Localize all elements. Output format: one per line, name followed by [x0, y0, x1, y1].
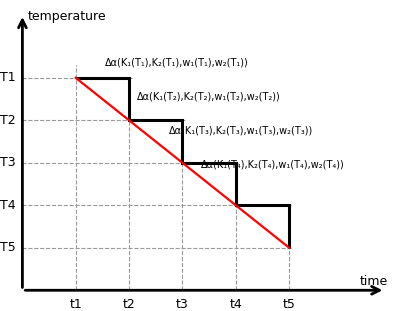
Text: Δα(K₁(T₂),K₂(T₂),w₁(T₂),w₂(T₂)): Δα(K₁(T₂),K₂(T₂),w₁(T₂),w₂(T₂)): [137, 91, 281, 101]
Text: T4: T4: [0, 199, 16, 212]
Text: T3: T3: [0, 156, 16, 169]
Text: T1: T1: [0, 71, 16, 84]
Text: t2: t2: [123, 298, 135, 311]
Text: Δα(K₁(T₄),K₂(T₄),w₁(T₄),w₂(T₄)): Δα(K₁(T₄),K₂(T₄),w₁(T₄),w₂(T₄)): [201, 159, 345, 169]
Text: t4: t4: [229, 298, 242, 311]
Text: temperature: temperature: [28, 10, 106, 23]
Text: t1: t1: [69, 298, 82, 311]
Text: time: time: [360, 275, 388, 288]
Text: Δα(K₁(T₁),K₂(T₁),w₁(T₁),w₂(T₁)): Δα(K₁(T₁),K₂(T₁),w₁(T₁),w₂(T₁)): [105, 57, 249, 67]
Text: t3: t3: [176, 298, 189, 311]
Text: T2: T2: [0, 114, 16, 127]
Text: T5: T5: [0, 241, 16, 254]
Text: Δα(K₁(T₃),K₂(T₃),w₁(T₃),w₂(T₃)): Δα(K₁(T₃),K₂(T₃),w₁(T₃),w₂(T₃)): [169, 125, 313, 135]
Text: t5: t5: [283, 298, 296, 311]
